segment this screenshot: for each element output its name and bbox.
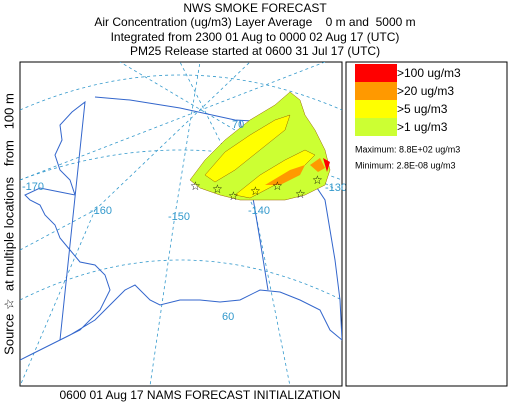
footer: 0600 01 Aug 17 NAMS FORECAST INITIALIZAT… <box>60 388 341 402</box>
map-panel: ☆ ☆ ☆ ☆ ☆ ☆ ☆ -170 -160 -150 -140 -130 70 60 <box>19 61 347 387</box>
svg-text:☆: ☆ <box>228 189 239 203</box>
legend-maximum: Maximum: 8.8E+02 ug/m3 <box>355 144 460 154</box>
legend-label: >20 ug/m3 <box>397 84 454 98</box>
lat-label: 60 <box>222 311 234 323</box>
lon-label: -150 <box>168 211 190 223</box>
svg-text:☆: ☆ <box>272 179 283 193</box>
svg-text:☆: ☆ <box>295 187 306 201</box>
legend-label: >1 ug/m3 <box>397 120 448 134</box>
legend-swatch <box>355 64 397 82</box>
source-markers: ☆ ☆ ☆ ☆ ☆ ☆ ☆ <box>190 173 323 203</box>
legend-label: >100 ug/m3 <box>397 66 461 80</box>
smoke-plume <box>189 91 331 201</box>
lon-label: -170 <box>22 181 44 193</box>
legend-panel: >100 ug/m3 >20 ug/m3 >5 ug/m3 >1 ug/m3 Maxim… <box>345 61 508 387</box>
svg-text:☆: ☆ <box>190 179 201 193</box>
lon-label: -130 <box>325 182 347 194</box>
subtitle: Air Concentration (ug/m3) Layer Average … <box>94 15 415 29</box>
legend-swatch <box>355 118 397 136</box>
legend-label: >5 ug/m3 <box>397 102 448 116</box>
svg-text:☆: ☆ <box>250 184 261 198</box>
subtitle: Integrated from 2300 01 Aug to 0000 02 A… <box>111 30 400 44</box>
source-label: Source ☆ at multiple locations from 100 … <box>1 93 16 355</box>
title: NWS SMOKE FORECAST <box>183 1 327 15</box>
subtitle: PM25 Release started at 0600 31 Jul 17 (… <box>130 44 380 58</box>
legend-swatch <box>355 100 397 118</box>
lon-label: -160 <box>90 205 112 217</box>
legend-minimum: Minimum: 2.8E-08 ug/m3 <box>355 160 456 170</box>
lat-label: 70 <box>232 119 244 131</box>
legend-swatch <box>355 82 397 100</box>
svg-text:☆: ☆ <box>212 182 223 196</box>
svg-text:☆: ☆ <box>312 173 323 187</box>
lon-label: -140 <box>248 205 270 217</box>
